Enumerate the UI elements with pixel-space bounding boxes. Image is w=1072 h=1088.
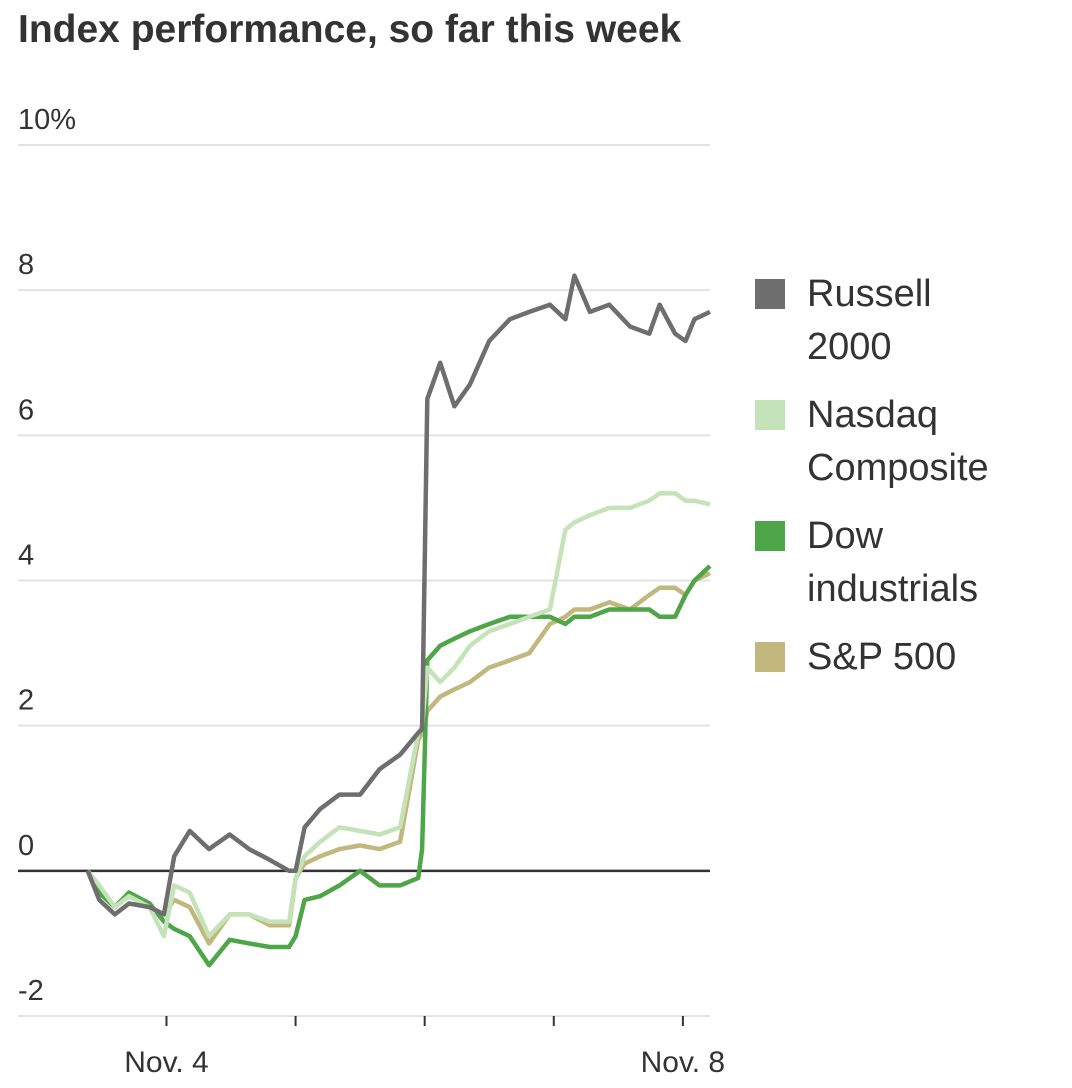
legend-item: Russell 2000 — [755, 268, 1017, 374]
y-tick-label: 8 — [18, 249, 34, 281]
legend-label: Nasdaq Composite — [807, 394, 989, 489]
series-line — [85, 564, 712, 968]
legend: Russell 2000 Nasdaq Composite Dow industri… — [755, 268, 1017, 699]
y-tick-label: 4 — [18, 540, 34, 572]
legend-label: S&P 500 — [807, 636, 957, 678]
legend-swatch — [755, 521, 785, 551]
legend-label: Dow industrials — [807, 515, 979, 610]
legend-swatch — [755, 642, 785, 672]
legend-swatch — [755, 279, 785, 309]
y-tick-label: 6 — [18, 394, 34, 426]
legend-swatch — [755, 400, 785, 430]
legend-label: Russell 2000 — [807, 273, 932, 368]
legend-item: S&P 500 — [755, 631, 1017, 684]
y-tick-label: -2 — [18, 975, 44, 1007]
y-tick-label: 0 — [18, 830, 34, 862]
legend-item: Nasdaq Composite — [755, 389, 1017, 495]
legend-item: Dow industrials — [755, 510, 1017, 616]
series-line — [85, 273, 711, 917]
x-tick-label: Nov. 4 — [124, 1046, 208, 1079]
chart-title: Index performance, so far this week — [18, 8, 682, 51]
y-tick-label: 2 — [18, 685, 34, 717]
y-tick-label: 10% — [18, 104, 76, 136]
x-tick-label: Nov. 8 — [641, 1046, 725, 1079]
